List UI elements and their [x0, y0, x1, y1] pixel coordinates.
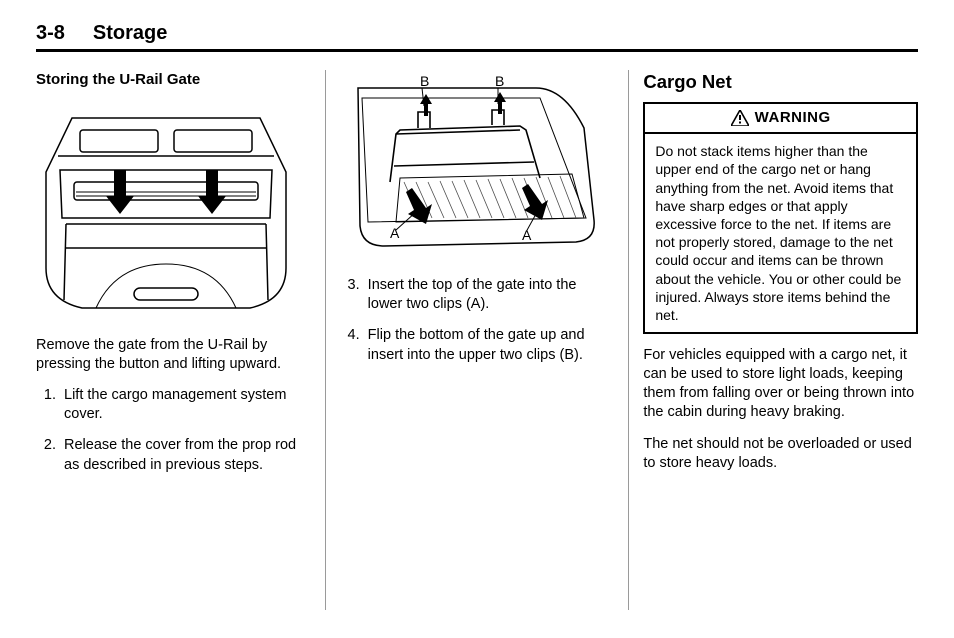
heading-cargo-net: Cargo Net [643, 70, 918, 94]
warning-triangle-icon [731, 110, 749, 126]
list-item: Flip the bottom of the gate up and inser… [364, 326, 615, 364]
warning-box: WARNING Do not stack items higher than t… [643, 102, 918, 334]
steps-list-1: Lift the cargo management system cover. … [36, 386, 311, 475]
page-number: 3-8 [36, 22, 65, 45]
column-2: B B A A Insert the top of the gate into … [326, 70, 629, 610]
intro-paragraph: Remove the gate from the U-Rail by press… [36, 336, 311, 374]
cargo-net-paragraph-2: The net should not be overloaded or used… [643, 435, 918, 473]
page-header: 3-8 Storage [36, 22, 918, 52]
list-item: Lift the cargo management system cover. [60, 386, 311, 424]
warning-title-bar: WARNING [645, 104, 916, 134]
content-columns: Storing the U-Rail Gate [36, 70, 918, 610]
clip-arrows [406, 92, 548, 224]
label-B: B [420, 73, 429, 89]
cargo-rear-illustration [36, 100, 296, 320]
subhead-urail: Storing the U-Rail Gate [36, 70, 311, 90]
column-3: Cargo Net WARNING Do not stack items hig… [629, 70, 918, 610]
manual-page: 3-8 Storage Storing the U-Rail Gate [0, 0, 954, 638]
chapter-title: Storage [93, 22, 167, 45]
cargo-net-paragraph-1: For vehicles equipped with a cargo net, … [643, 346, 918, 423]
list-item: Insert the top of the gate into the lowe… [364, 276, 615, 314]
list-item: Release the cover from the prop rod as d… [60, 436, 311, 474]
warning-label: WARNING [755, 108, 831, 128]
warning-body: Do not stack items higher than the upper… [645, 134, 916, 332]
label-B: B [495, 73, 504, 89]
panel-clips-illustration: B B A A [340, 70, 600, 260]
figure-cargo-rear [36, 100, 311, 326]
column-1: Storing the U-Rail Gate [36, 70, 325, 610]
steps-list-2: Insert the top of the gate into the lowe… [340, 276, 615, 365]
figure-panel-clips: B B A A [340, 70, 615, 266]
